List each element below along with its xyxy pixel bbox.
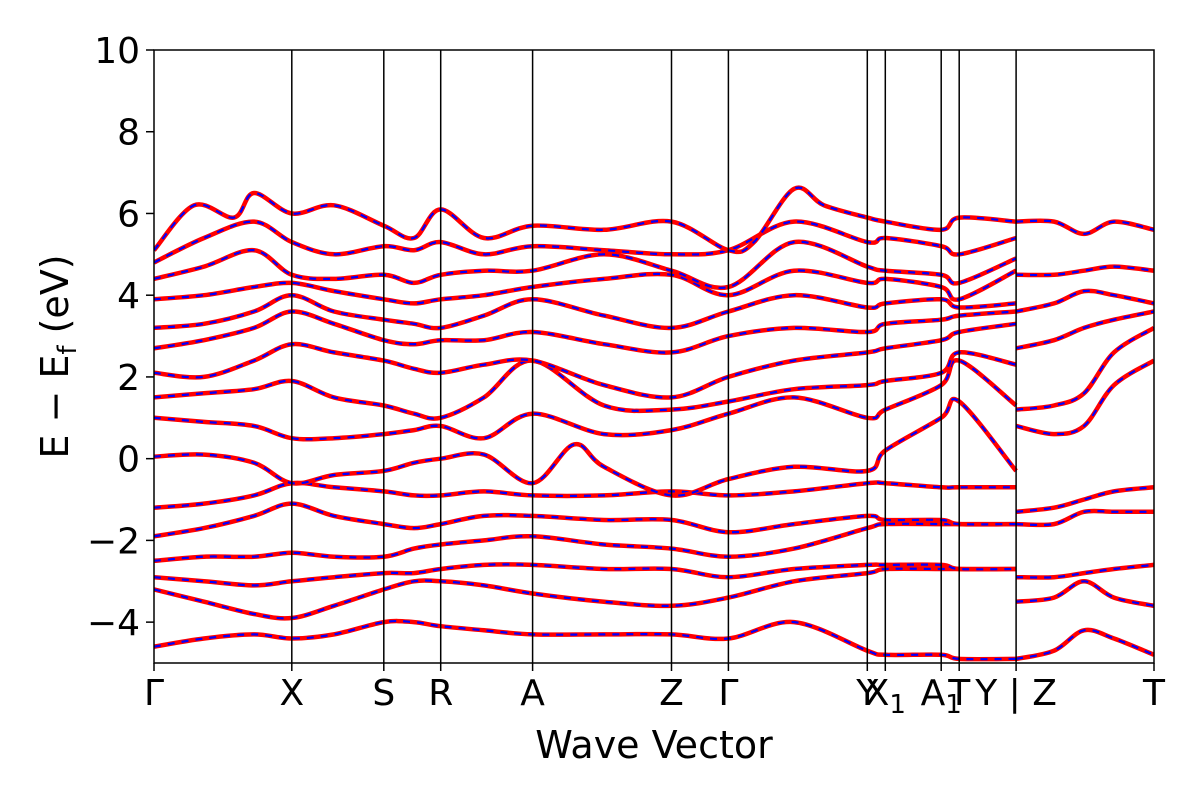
y-tick-label-1: −2 <box>87 521 140 562</box>
plot-frame <box>153 49 1155 664</box>
x-tick-label-3: R <box>428 673 453 714</box>
y-tick-label-6: 8 <box>117 113 140 154</box>
band-line-red-15 <box>154 185 1017 255</box>
band-line-blue-17 <box>1015 580 1154 607</box>
band-line-red-3 <box>154 521 1017 564</box>
band-line-blue-23 <box>1015 310 1154 350</box>
band-line-red-1 <box>154 566 1017 621</box>
bands-layer <box>154 185 1154 662</box>
y-tick-label-5: 6 <box>117 194 140 235</box>
x-tick-label-4: A <box>520 673 545 714</box>
band-line-red-19 <box>1016 508 1154 528</box>
band-line-blue-16 <box>1015 628 1154 660</box>
x-tick-label-11: Y | Z <box>974 673 1057 714</box>
band-line-blue-9 <box>154 322 1017 399</box>
band-line-red-25 <box>1016 264 1154 278</box>
y-tick-label-3: 2 <box>117 358 140 399</box>
x-tick-label-0: Γ <box>144 673 164 714</box>
band-line-blue-22 <box>1015 326 1154 411</box>
band-line-red-7 <box>154 358 1018 442</box>
band-line-red-0 <box>154 618 1017 662</box>
y-tick-label-2: 0 <box>117 440 140 481</box>
x-tick-label-12: T <box>1142 673 1166 714</box>
band-line-red-16 <box>1015 627 1154 662</box>
band-line-blue-1 <box>154 567 1017 620</box>
y-axis-label: E − Ef (eV) <box>33 254 83 458</box>
band-line-red-26 <box>1016 218 1154 237</box>
band-line-red-23 <box>1015 309 1154 351</box>
band-line-blue-26 <box>1016 219 1154 236</box>
x-tick-label-9: A1 <box>921 673 962 720</box>
band-line-blue-19 <box>1016 509 1154 527</box>
x-tick-label-10: T <box>947 673 971 714</box>
y-tick-label-7: 10 <box>94 31 140 72</box>
band-line-red-18 <box>1016 562 1154 580</box>
band-line-red-9 <box>154 321 1017 400</box>
x-axis-label: Wave Vector <box>535 723 773 767</box>
band-line-blue-20 <box>1015 486 1154 513</box>
band-line-blue-14 <box>154 220 1017 264</box>
high-symmetry-lines <box>291 50 1017 663</box>
band-line-blue-24 <box>1015 289 1154 313</box>
x-tick-label-6: Γ <box>718 673 738 714</box>
y-tick-label-0: −4 <box>87 603 140 644</box>
x-tick-label-5: Z <box>659 673 684 714</box>
x-tick-label-2: S <box>372 673 395 714</box>
x-tick-label-1: X <box>279 673 304 714</box>
x-tick-label-8: X1 <box>865 673 906 720</box>
band-line-blue-4 <box>154 502 1017 538</box>
band-line-blue-15 <box>154 186 1017 253</box>
x-tick-label-7: Y <box>855 673 879 714</box>
y-tick-label-4: 4 <box>117 276 140 317</box>
y-axis-ticks: −4 −2 0 2 4 6 8 10 <box>87 31 154 644</box>
band-line-blue-21 <box>1015 359 1154 436</box>
